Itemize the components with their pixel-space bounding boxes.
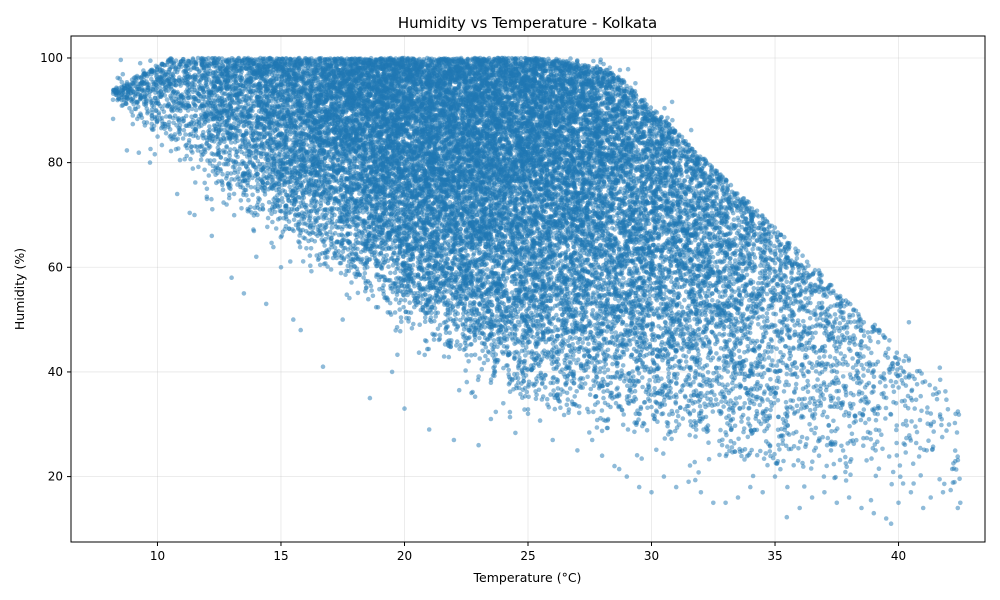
- chart-title: Humidity vs Temperature - Kolkata: [398, 14, 657, 32]
- data-point: [630, 369, 635, 374]
- data-point: [801, 318, 806, 324]
- data-point: [719, 399, 724, 404]
- data-point: [732, 258, 738, 263]
- data-point: [890, 383, 896, 389]
- data-point: [639, 456, 644, 461]
- data-point: [939, 422, 944, 428]
- data-point: [807, 422, 812, 427]
- data-point: [688, 127, 694, 133]
- data-point: [587, 430, 592, 435]
- data-point: [669, 99, 675, 105]
- data-point: [812, 430, 817, 436]
- data-point: [636, 371, 642, 376]
- data-point: [718, 427, 723, 433]
- data-point: [485, 267, 490, 272]
- data-point: [627, 342, 633, 347]
- data-point: [507, 414, 513, 420]
- data-point: [610, 361, 615, 367]
- data-point: [794, 403, 800, 409]
- data-point: [278, 209, 284, 214]
- data-point: [873, 417, 879, 423]
- data-point: [880, 446, 885, 452]
- data-point: [784, 279, 789, 285]
- data-point: [876, 466, 882, 472]
- data-point: [944, 428, 949, 433]
- data-point: [446, 354, 452, 360]
- data-point: [776, 368, 781, 374]
- data-point: [784, 514, 790, 520]
- data-point: [925, 405, 930, 410]
- data-point: [761, 263, 767, 269]
- data-point: [332, 245, 338, 250]
- data-point: [392, 310, 398, 315]
- data-point: [847, 423, 852, 429]
- data-point: [466, 359, 471, 364]
- data-point: [273, 226, 279, 231]
- data-point: [644, 428, 650, 433]
- data-point: [565, 397, 571, 402]
- data-point: [901, 358, 907, 364]
- data-point: [917, 417, 923, 423]
- data-point: [555, 386, 561, 391]
- data-point: [913, 424, 918, 429]
- data-point: [464, 352, 470, 358]
- data-point: [937, 477, 942, 482]
- data-point: [761, 353, 766, 358]
- data-point: [745, 434, 751, 440]
- data-point: [864, 458, 869, 463]
- data-point: [393, 297, 399, 302]
- data-point: [764, 311, 770, 316]
- data-point: [714, 351, 719, 356]
- data-point: [209, 196, 214, 202]
- data-point: [736, 436, 741, 442]
- data-point: [791, 463, 796, 468]
- data-point: [909, 419, 914, 424]
- data-point: [110, 116, 116, 122]
- data-point: [865, 368, 871, 374]
- data-point: [287, 184, 293, 190]
- data-point: [573, 335, 579, 341]
- data-point: [837, 321, 843, 326]
- data-point: [763, 451, 769, 456]
- data-point: [772, 451, 777, 457]
- data-point: [485, 357, 491, 363]
- data-point: [919, 408, 924, 414]
- data-point: [843, 454, 848, 460]
- data-point: [507, 409, 513, 415]
- data-point: [654, 447, 659, 453]
- data-point: [829, 429, 834, 434]
- scatter-points: [110, 55, 963, 526]
- data-point: [945, 407, 951, 412]
- data-point: [461, 327, 467, 332]
- data-point: [835, 335, 841, 340]
- data-point: [809, 427, 814, 433]
- data-point: [454, 343, 459, 348]
- data-point: [624, 323, 629, 328]
- data-point: [124, 148, 130, 153]
- data-point: [909, 398, 915, 403]
- data-point: [861, 443, 866, 449]
- data-point: [791, 444, 797, 449]
- data-point: [599, 428, 605, 434]
- data-point: [914, 382, 920, 387]
